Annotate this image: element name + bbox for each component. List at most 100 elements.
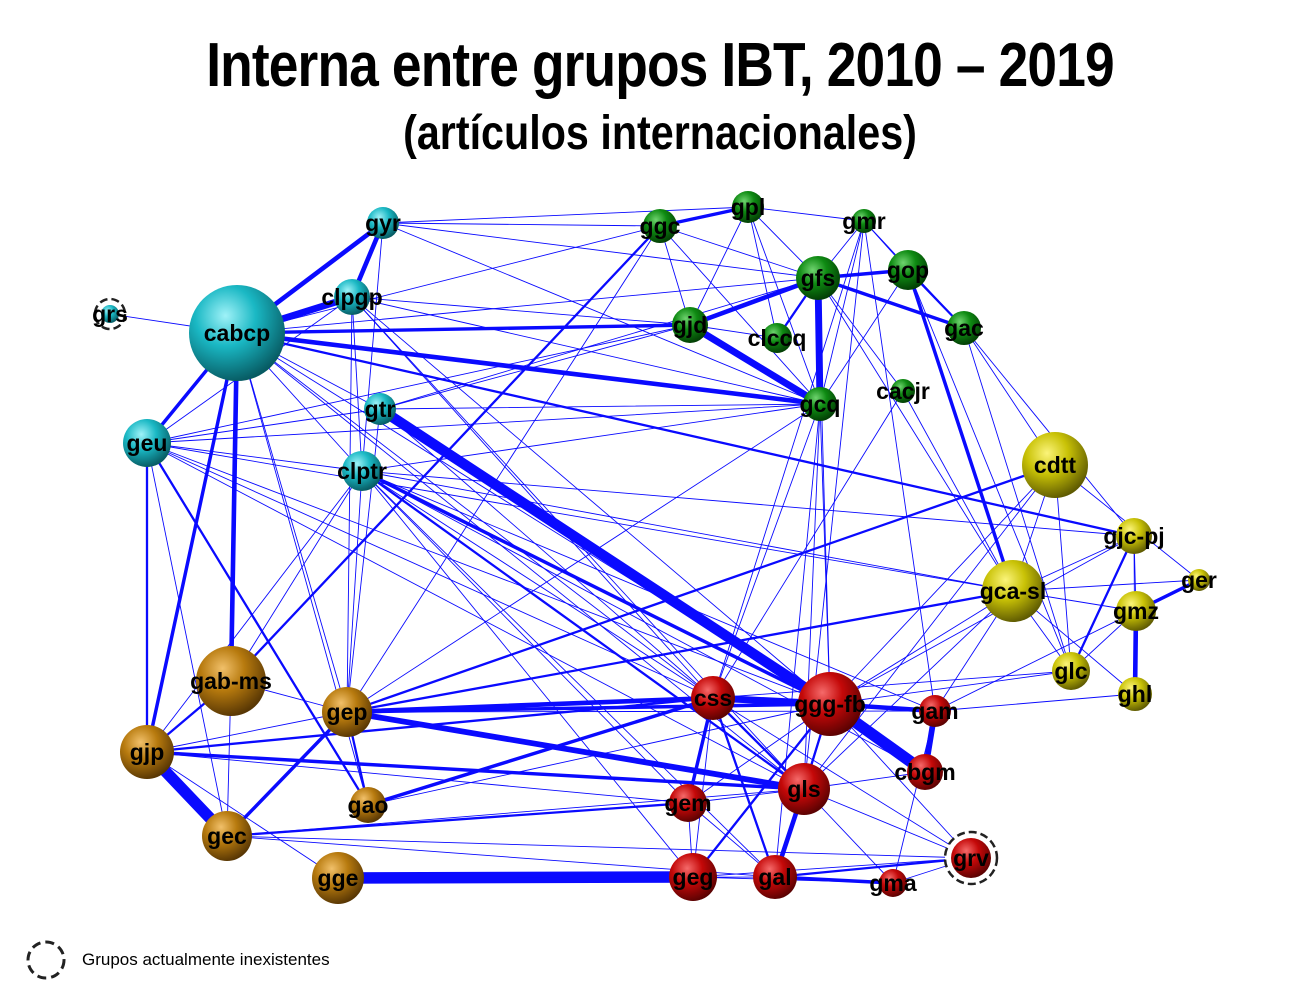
node-gcq [803,387,837,421]
edge-clptr-gjc-pj [361,470,1135,537]
edge-gac-gjc-pj [963,327,1135,537]
node-clccq [762,323,792,353]
node-label-gjc-pj: gjc-pj [1103,523,1164,549]
edge-gao-css [366,696,715,807]
node-gjp [120,725,174,779]
node-label-gep: gep [327,699,368,725]
node-label-gec: gec [207,823,247,849]
node-grs [101,305,119,323]
node-gma [879,869,907,897]
edge-gfs-gca-sl [817,277,1014,592]
node-label-gab-ms: gab-ms [190,668,272,694]
edge-gam-gma [892,710,936,884]
node-gjc-pj [1116,518,1152,554]
node-ggg-fb [798,672,862,736]
node-gjd [672,307,708,343]
edge-gcq-css [712,403,821,699]
edge-cabcp-gls [236,332,805,790]
edge-gjp-gem [146,751,689,804]
node-cacjr [891,379,915,403]
node-label-cabcp: cabcp [204,320,270,346]
edge-ger-gam [934,579,1200,712]
edge-clpgp-css [351,296,714,699]
edge-gjp-css [145,696,715,754]
node-gmr [852,209,876,233]
edge-gtr-gfs [379,277,819,410]
node-label-grv: grv [953,845,989,871]
edge-gpl-gjd [689,206,749,326]
edge-gfs-gac [816,276,966,330]
edge-geg-grv [692,857,972,878]
dashed-circle-icon [26,940,66,980]
node-ger [1188,569,1210,591]
edge-gls-grv [803,788,972,859]
edge-ggc-gep [346,225,661,713]
edge-gop-gcq [819,269,909,405]
node-label-gca-sl: gca-sl [980,578,1046,604]
edge-gec-gem [225,801,690,838]
node-ghl [1118,677,1152,711]
edge-gpl-gmr [747,206,865,222]
edge-gmr-gam [863,220,936,712]
edge-cabcp-gab-ms [228,330,240,684]
node-gls [778,763,830,815]
edge-clptr-geg [361,470,694,878]
edge-gec-grv [226,835,972,859]
edge-gca-sl-gls [803,590,1014,790]
edge-gep-gjp [146,711,348,753]
edge-gyr-gcq [382,222,821,405]
edge-clptr-gca-sl [361,470,1014,592]
edge-clptr-gep [346,470,363,713]
edge-gcq-gep [346,403,821,713]
node-label-clpgp: clpgp [321,284,382,310]
node-grv [951,838,991,878]
edge-cacjr-css [712,390,904,699]
edge-cabcp-ggc [236,225,661,334]
node-label-gma: gma [869,870,917,896]
node-label-grs: grs [92,301,128,327]
edge-cdtt-gls [803,464,1056,790]
node-cabcp [189,285,285,381]
legend: Grupos actualmente inexistentes [22,935,330,985]
node-gyr [367,207,399,239]
node-gal [753,855,797,899]
edge-glc-ggg-fb [829,670,1072,705]
node-gam [919,695,951,727]
node-label-cacjr: cacjr [876,378,930,404]
edge-css-geg [692,697,714,878]
node-label-gcq: gcq [800,391,841,417]
edge-gtr-gjd [379,324,691,410]
node-label-gtr: gtr [365,396,396,422]
node-gem [669,784,707,822]
edge-geu-gcq [146,403,821,444]
node-label-gls: gls [787,776,820,802]
node-label-gac: gac [944,315,984,341]
edge-gjd-gcq [686,321,824,408]
edge-gep-ggg-fb [345,702,832,714]
edge-css-gal [711,696,777,879]
edge-gyr-gpl [382,206,749,224]
edge-cabcp-gjp [145,331,239,754]
edge-cabcp-gfs [236,277,819,334]
edge-geu-clptr [146,442,363,472]
edge-geu-gec [146,442,228,837]
edge-ggc-gab-ms [229,224,662,683]
node-css [691,676,735,720]
edge-cdtt-gep [345,463,1057,714]
node-geu [123,419,171,467]
edge-gep-gec [225,710,349,838]
node-label-glc: glc [1054,658,1087,684]
edge-gfs-gjd [687,275,821,328]
edge-clpgp-gcq [351,296,821,405]
edge-geu-gjd [146,324,691,444]
node-gca-sl [982,560,1044,622]
edge-clptr-gam [361,470,936,712]
edge-geu-gca-sl [146,442,1014,592]
edge-clptr-gjp [146,470,363,753]
edge-ggc-gfs [659,225,819,279]
edge-clpgp-clptr [351,296,363,472]
edge-cabcp-gep [236,332,348,713]
node-gmz [1116,591,1156,631]
